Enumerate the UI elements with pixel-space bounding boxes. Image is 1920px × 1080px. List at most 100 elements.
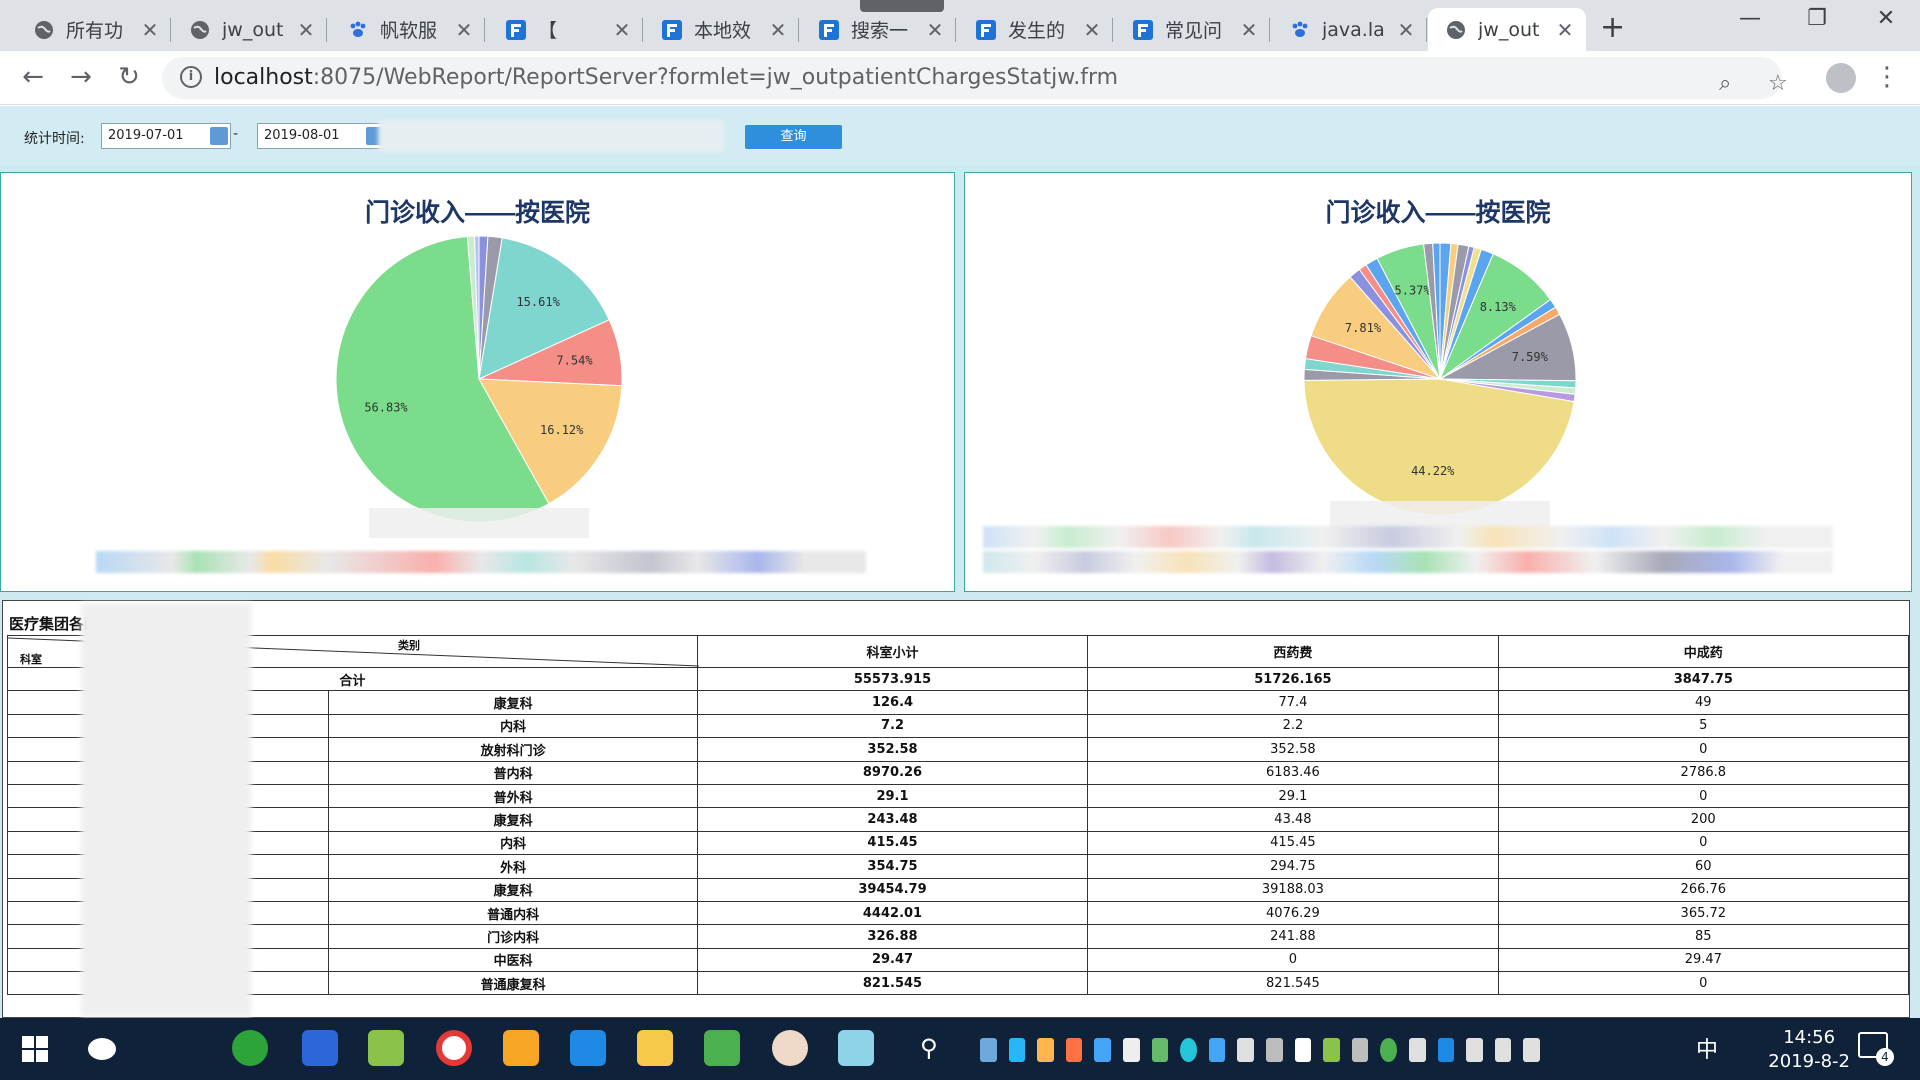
new-tab-button[interactable]: + — [1600, 10, 1626, 45]
dept-cell: 中医科 — [328, 947, 698, 973]
table-row: 康复科 243.48 43.48 200 — [6, 807, 1910, 832]
close-tab-icon[interactable]: ✕ — [297, 17, 315, 42]
taskview-icon[interactable] — [88, 1038, 116, 1060]
pie-slice[interactable] — [478, 378, 623, 505]
western-cell: 77.4 — [1087, 690, 1499, 715]
taskbar-clock[interactable]: 14:56 2019-8-2 — [1768, 1026, 1850, 1074]
calendar-icon[interactable] — [210, 127, 228, 145]
bookmark-star-icon[interactable]: ☆ — [1768, 71, 1788, 96]
dept-cell: 普内科 — [328, 760, 698, 785]
site-info-icon[interactable]: i — [180, 66, 202, 88]
system-tray-icons[interactable] — [980, 1038, 1540, 1062]
store-icon[interactable] — [704, 1030, 740, 1066]
close-tab-icon[interactable]: ✕ — [1240, 17, 1258, 42]
end-date-input[interactable]: 2019-08-01 — [257, 123, 387, 149]
zoom-icon[interactable]: ⌕ — [1719, 71, 1732, 96]
close-tab-icon[interactable]: ✕ — [1397, 17, 1415, 42]
start-date-input[interactable]: 2019-07-01 — [101, 123, 231, 149]
pie-slice[interactable] — [1432, 242, 1441, 380]
windows-start-icon[interactable] — [22, 1036, 48, 1062]
profile-avatar-icon[interactable] — [1826, 63, 1856, 93]
browser-tab[interactable]: 常见问 ✕ — [1115, 8, 1270, 51]
app-icon[interactable] — [503, 1030, 539, 1066]
close-tab-icon[interactable]: ✕ — [613, 17, 631, 42]
header-dept-label: 科室 — [20, 653, 42, 666]
hospital-column-redacted — [81, 603, 251, 1017]
wechat-icon[interactable] — [232, 1030, 268, 1066]
pie-data-label: 44.22% — [1411, 464, 1455, 478]
browser-tab[interactable]: 所有功 ✕ — [16, 8, 171, 51]
left-chart-title: 门诊收入——按医院 — [364, 199, 590, 227]
notification-center-icon[interactable]: 4 — [1858, 1032, 1894, 1066]
table-row: 中医科 29.47 0 29.47 — [6, 947, 1910, 973]
close-tab-icon[interactable]: ✕ — [1556, 17, 1574, 42]
browser-tab[interactable]: 搜索一 ✕ — [801, 8, 956, 51]
menu-kebab-icon[interactable]: ⋮ — [1874, 62, 1900, 92]
table-row: 普通内科 4442.01 4076.29 365.72 — [6, 900, 1910, 926]
avatar-app-icon[interactable] — [772, 1030, 808, 1066]
close-tab-icon[interactable]: ✕ — [926, 17, 944, 42]
browser-tab[interactable]: 本地效 ✕ — [644, 8, 799, 51]
revenue-table: 类别 科室 科室小计 西药费 中成药 合计 55573.915 51726.16… — [6, 635, 1910, 996]
western-cell: 6183.46 — [1087, 760, 1499, 785]
close-tab-icon[interactable]: ✕ — [769, 17, 787, 42]
tab-separator — [798, 18, 799, 42]
close-tab-icon[interactable]: ✕ — [1083, 17, 1101, 42]
subtotal-cell: 8970.26 — [696, 760, 1089, 785]
left-chart-panel: 门诊收入——按医院 15.61% 7.54% 16.12% 56.83% — [0, 172, 955, 592]
subtotal-cell: 326.88 — [696, 924, 1089, 949]
table-row: 外科 354.75 294.75 60 — [6, 854, 1910, 879]
minimize-button[interactable]: — — [1739, 6, 1761, 31]
subtotal-cell: 352.58 — [696, 737, 1089, 762]
pie-slice[interactable] — [1303, 378, 1575, 516]
url-text[interactable]: localhost:8075/WebReport/ReportServer?fo… — [214, 65, 1119, 90]
reload-button[interactable]: ↻ — [118, 62, 140, 92]
screen-share-indicator — [860, 0, 944, 12]
ime-indicator[interactable]: 中 — [1696, 1038, 1719, 1063]
chinese-cell: 60 — [1497, 854, 1910, 879]
close-window-button[interactable]: ✕ — [1876, 6, 1896, 31]
tab-title: 搜索一 — [851, 20, 909, 42]
hospital-select-redacted[interactable] — [378, 120, 724, 152]
pie-slice[interactable] — [473, 235, 480, 380]
restore-button[interactable]: ❐ — [1807, 6, 1827, 31]
dept-cell: 康复科 — [328, 690, 698, 715]
finereport-icon — [974, 18, 998, 42]
total-chinese: 3847.75 — [1497, 666, 1910, 692]
file-explorer-icon[interactable] — [637, 1030, 673, 1066]
people-icon[interactable]: ⚲ — [920, 1034, 938, 1062]
tab-separator — [1269, 18, 1270, 42]
close-tab-icon[interactable]: ✕ — [141, 17, 159, 42]
finereport-icon — [660, 18, 684, 42]
chrome-icon[interactable] — [436, 1030, 472, 1066]
table-row: 康复科 39454.79 39188.03 266.76 — [6, 877, 1910, 902]
subtotal-cell: 29.1 — [696, 783, 1089, 809]
chinese-cell: 49 — [1497, 690, 1910, 715]
browser-tab[interactable]: jw_out ✕ — [1428, 8, 1586, 51]
close-tab-icon[interactable]: ✕ — [455, 17, 473, 42]
globe-icon — [188, 18, 212, 42]
pie-slice[interactable] — [478, 237, 610, 380]
browser-tab[interactable]: java.la ✕ — [1272, 8, 1427, 51]
wps-icon[interactable] — [302, 1030, 338, 1066]
right-chart-panel: 门诊收入——按医院 8.13% 7.59% 44.22% 7.81% 5.37% — [964, 172, 1912, 592]
table-row: 内科 7.2 2.2 5 — [6, 713, 1910, 739]
dept-cell: 放射科门诊 — [328, 737, 698, 762]
forward-button[interactable]: → — [70, 62, 92, 92]
finereport-icon[interactable] — [570, 1030, 606, 1066]
address-bar[interactable]: i localhost:8075/WebReport/ReportServer?… — [162, 57, 1788, 99]
tab-separator — [955, 18, 956, 42]
left-pie-chart: 15.61% 7.54% 16.12% 56.83% — [335, 235, 623, 538]
query-button[interactable]: 查询 — [745, 125, 842, 149]
browser-tab[interactable]: 发生的 ✕ — [958, 8, 1113, 51]
editor-icon[interactable] — [368, 1030, 404, 1066]
dept-cell: 内科 — [328, 713, 698, 739]
dept-cell: 外科 — [328, 854, 698, 879]
back-button[interactable]: ← — [22, 62, 44, 92]
finereport-icon — [504, 18, 528, 42]
browser-tab[interactable]: 帆软服 ✕ — [330, 8, 485, 51]
browser-tab[interactable]: 【✕ — [488, 8, 643, 51]
app-icon[interactable] — [838, 1030, 874, 1066]
total-western: 51726.165 — [1087, 666, 1499, 692]
browser-tab[interactable]: jw_out ✕ — [172, 8, 327, 51]
